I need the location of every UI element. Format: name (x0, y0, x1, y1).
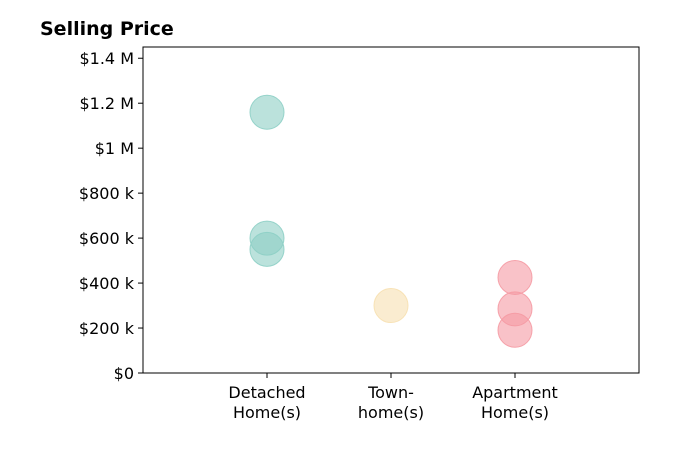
y-tick-label: $0 (114, 364, 134, 383)
data-point (497, 312, 533, 348)
data-point (249, 231, 285, 267)
y-tick-label: $1.2 M (79, 94, 134, 113)
data-point (497, 259, 533, 295)
y-tick-label: $200 k (79, 319, 135, 338)
x-tick-label: Apartment Home(s) (472, 383, 558, 422)
plot-area-frame (142, 46, 640, 374)
data-point (373, 288, 409, 324)
x-tick-label: Detached Home(s) (228, 383, 305, 422)
y-axis: $0 $200 k $400 k $600 k $800 k $1 M $1.2 M $1.4… (79, 49, 143, 383)
x-tick-label: Town-home(s) (358, 383, 424, 422)
y-tick-label: $400 k (79, 274, 135, 293)
y-tick-label: $800 k (79, 184, 135, 203)
y-tick-label: $1.4 M (79, 49, 134, 68)
chart-title: Selling Price (40, 18, 174, 40)
x-axis: Detached Home(s) Town-home(s) Apartment Home… (228, 373, 558, 422)
data-point (249, 94, 285, 130)
y-tick-label: $1 M (95, 139, 134, 158)
y-tick-label: $600 k (79, 229, 135, 248)
data-points (249, 94, 533, 348)
